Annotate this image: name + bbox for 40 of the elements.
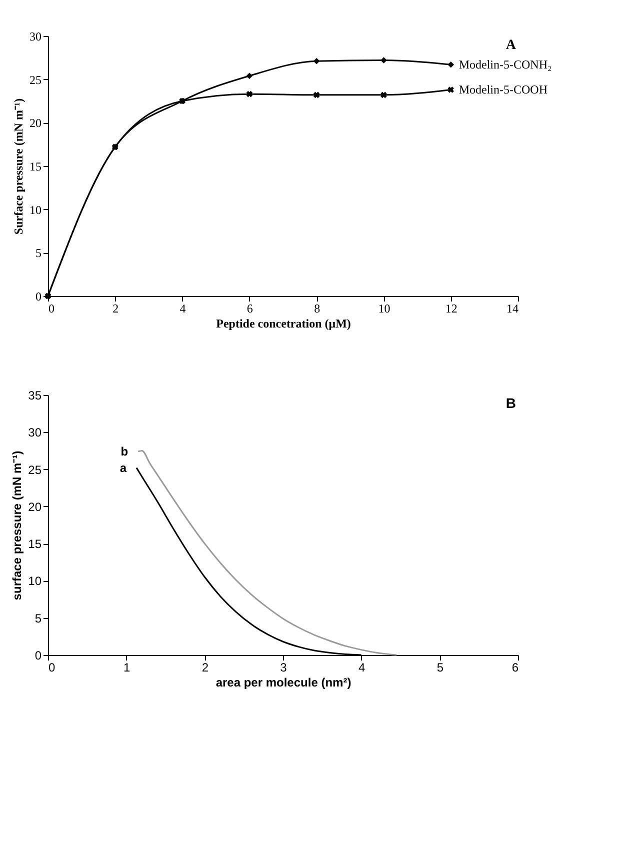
y-tick-label: 35 [28, 388, 42, 402]
y-tick-label: 10 [28, 574, 42, 588]
x-tick-label: 1 [123, 660, 130, 674]
x-tick-label: 6 [246, 302, 253, 316]
x-tick-label: 5 [436, 660, 444, 674]
y-tick-label: 30 [28, 426, 42, 440]
x-tick-label: 0 [48, 302, 54, 316]
x-tick-label: 4 [180, 302, 186, 316]
y-tick-label: 20 [28, 500, 42, 514]
y-axis-title: Surface pressure (mN m⁻¹) [12, 98, 26, 235]
x-axis-title: area per molecule (nm²) [216, 676, 352, 690]
x-tick-label: 12 [445, 302, 458, 316]
y-tick-label: 25 [28, 462, 42, 477]
x-tick-label: 3 [280, 660, 288, 674]
chart-title: A [506, 38, 517, 53]
x-tick-label: 8 [314, 302, 320, 316]
y-tick-label: 0 [34, 648, 42, 662]
x-tick-label: 4 [358, 660, 366, 674]
x-tick-label: 0 [48, 660, 56, 674]
x-tick-label: 10 [378, 302, 390, 316]
x-tick-label: 14 [506, 302, 518, 316]
y-tick-label: 30 [30, 30, 42, 44]
y-tick-label: 25 [30, 72, 42, 87]
x-tick-label: 2 [112, 302, 119, 316]
y-tick-label: 20 [30, 116, 42, 130]
y-tick-label: 10 [30, 202, 42, 217]
y-tick-label: 0 [36, 290, 42, 304]
x-axis-title: Peptide concetration (μM) [216, 316, 351, 330]
chart-title: B [506, 395, 516, 411]
x-tick-label: 6 [512, 660, 519, 674]
series-label: Modelin-5-COOH [458, 82, 548, 97]
y-tick-label: 15 [28, 537, 42, 552]
series-label: b [120, 444, 128, 458]
y-tick-label: 5 [34, 611, 42, 626]
y-tick-label: 5 [36, 246, 42, 260]
series-label: a [120, 460, 127, 475]
x-tick-label: 2 [202, 660, 209, 674]
series-label: Modelin-5-CONH₂ [458, 58, 552, 72]
y-axis-title: surface pressure (mN m⁻¹) [10, 450, 24, 600]
y-tick-label: 15 [30, 160, 42, 174]
